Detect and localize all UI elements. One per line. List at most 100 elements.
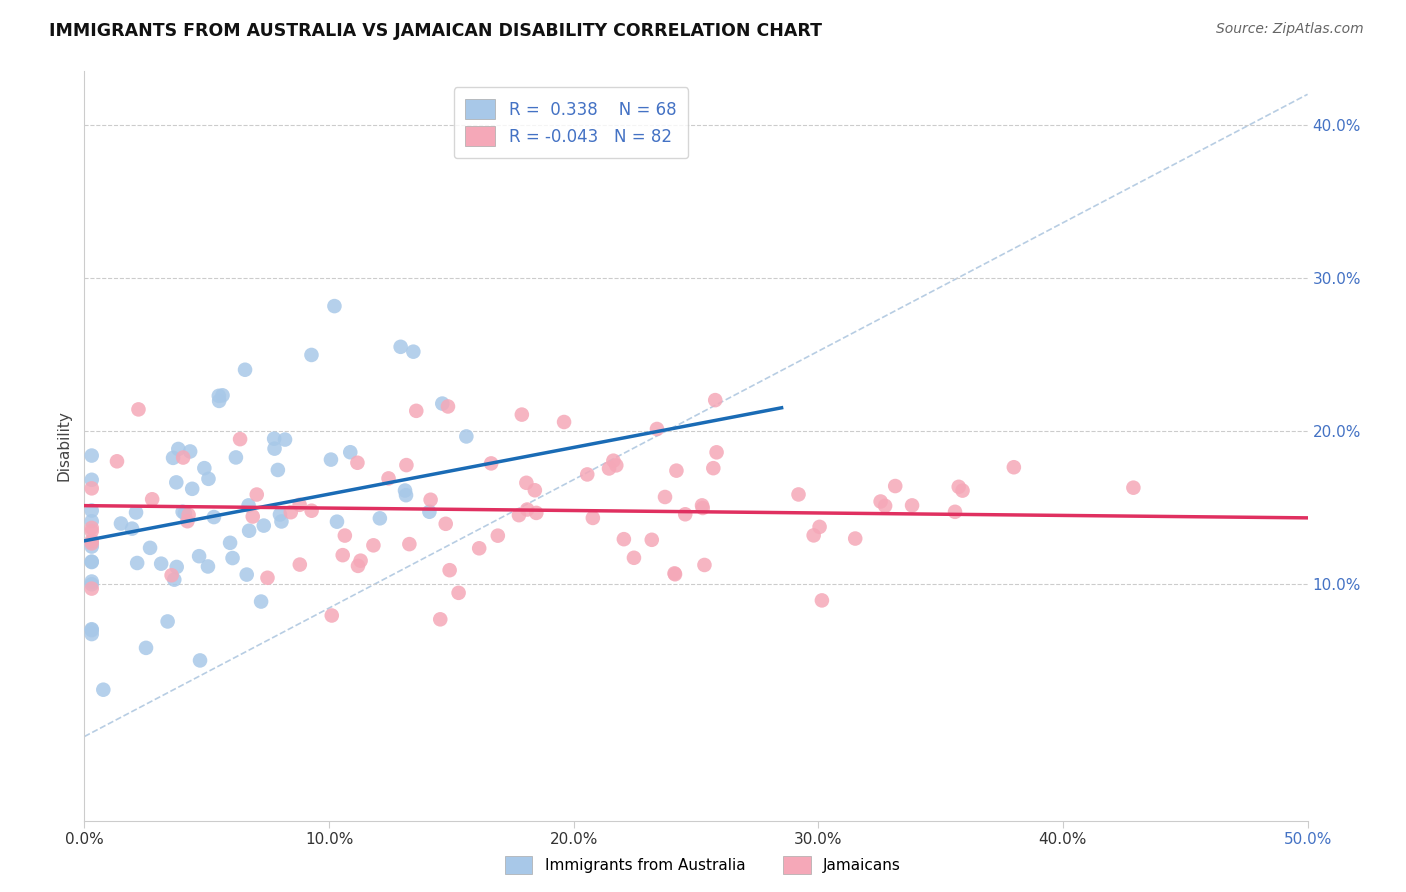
- Point: [80, 555, 103, 569]
- Point: [811, 593, 834, 607]
- Point: [524, 506, 547, 520]
- Point: [394, 483, 416, 498]
- Point: [402, 344, 425, 359]
- Point: [135, 640, 157, 655]
- Point: [332, 548, 354, 562]
- Point: [692, 500, 714, 515]
- Point: [339, 445, 361, 459]
- Legend: R =  0.338    N = 68, R = -0.043   N = 82: R = 0.338 N = 68, R = -0.043 N = 82: [454, 87, 688, 158]
- Legend: Immigrants from Australia, Jamaicans: Immigrants from Australia, Jamaicans: [499, 850, 907, 880]
- Point: [253, 518, 276, 533]
- Point: [673, 508, 696, 522]
- Point: [274, 433, 297, 447]
- Point: [377, 471, 399, 485]
- Point: [177, 508, 200, 522]
- Point: [280, 505, 302, 519]
- Point: [419, 492, 441, 507]
- Point: [163, 573, 186, 587]
- Point: [645, 422, 668, 436]
- Point: [110, 516, 132, 531]
- Point: [553, 415, 575, 429]
- Point: [875, 499, 897, 513]
- Point: [127, 402, 149, 417]
- Point: [219, 536, 242, 550]
- Point: [263, 432, 285, 446]
- Point: [323, 299, 346, 313]
- Point: [333, 528, 356, 542]
- Point: [80, 627, 103, 641]
- Point: [787, 487, 810, 501]
- Point: [389, 340, 412, 354]
- Point: [267, 463, 290, 477]
- Point: [654, 490, 676, 504]
- Point: [321, 608, 343, 623]
- Point: [208, 393, 231, 408]
- Point: [80, 582, 103, 596]
- Point: [156, 615, 179, 629]
- Point: [598, 461, 620, 475]
- Point: [202, 510, 225, 524]
- Point: [395, 488, 418, 502]
- Point: [613, 532, 636, 546]
- Point: [80, 577, 103, 591]
- Point: [326, 515, 349, 529]
- Point: [943, 505, 966, 519]
- Point: [456, 429, 478, 443]
- Point: [235, 567, 257, 582]
- Point: [238, 524, 260, 538]
- Point: [181, 482, 204, 496]
- Point: [238, 499, 260, 513]
- Point: [346, 456, 368, 470]
- Point: [516, 502, 538, 516]
- Point: [347, 558, 370, 573]
- Point: [368, 511, 391, 525]
- Point: [197, 472, 219, 486]
- Point: [395, 458, 418, 472]
- Point: [105, 454, 128, 468]
- Point: [188, 653, 211, 667]
- Point: [80, 473, 103, 487]
- Point: [80, 503, 103, 517]
- Point: [398, 537, 420, 551]
- Point: [233, 363, 256, 377]
- Point: [702, 461, 724, 475]
- Point: [121, 522, 143, 536]
- Point: [808, 520, 831, 534]
- Point: [91, 682, 114, 697]
- Point: [479, 457, 502, 471]
- Point: [665, 464, 688, 478]
- Point: [288, 498, 311, 512]
- Point: [439, 563, 461, 577]
- Point: [166, 560, 188, 574]
- Point: [948, 480, 970, 494]
- Point: [165, 475, 187, 490]
- Point: [246, 487, 269, 501]
- Point: [582, 511, 605, 525]
- Point: [193, 461, 215, 475]
- Point: [208, 389, 231, 403]
- Point: [179, 444, 201, 458]
- Point: [605, 458, 627, 473]
- Point: [127, 556, 149, 570]
- Point: [869, 494, 891, 508]
- Point: [125, 506, 148, 520]
- Point: [844, 532, 866, 546]
- Point: [319, 452, 342, 467]
- Point: [80, 540, 103, 554]
- Point: [468, 541, 491, 556]
- Point: [447, 586, 470, 600]
- Point: [434, 516, 457, 531]
- Point: [437, 400, 460, 414]
- Point: [256, 571, 278, 585]
- Point: [160, 568, 183, 582]
- Point: [523, 483, 546, 498]
- Point: [1122, 481, 1144, 495]
- Point: [173, 506, 195, 520]
- Point: [80, 536, 103, 550]
- Point: [141, 492, 163, 507]
- Point: [510, 408, 533, 422]
- Point: [690, 499, 713, 513]
- Point: [80, 535, 103, 549]
- Point: [80, 524, 103, 539]
- Point: [211, 388, 233, 402]
